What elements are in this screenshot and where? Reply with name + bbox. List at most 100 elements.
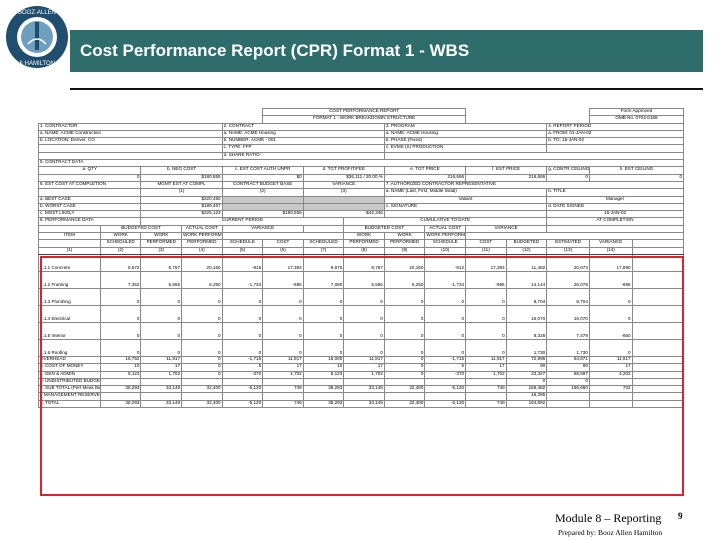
row-value: 38,293 bbox=[99, 399, 142, 409]
hdr-work: WORK bbox=[99, 232, 142, 241]
contract-name: a. NAME: ACME Housing bbox=[221, 129, 385, 139]
period-to: b. TO: 15-JAN-02 bbox=[546, 137, 684, 146]
row-value: 0 bbox=[505, 377, 548, 387]
row-value bbox=[302, 392, 345, 401]
row-value bbox=[546, 399, 590, 409]
row-item-label: 1.1.2 Framing bbox=[38, 270, 101, 289]
row-value bbox=[181, 392, 223, 401]
row-value: 0 bbox=[181, 338, 223, 357]
row-value: -695 bbox=[465, 270, 507, 289]
row-value: 0 bbox=[221, 338, 264, 357]
row-item-label: 1.1.1 Concrete bbox=[38, 253, 101, 272]
col-num: (3) bbox=[140, 246, 183, 255]
row-value: 0 bbox=[588, 287, 633, 306]
row-value: 16,000 bbox=[302, 355, 345, 365]
omb-number: OMB No. 0704-0188 bbox=[588, 115, 684, 124]
row-value: 16,070 bbox=[546, 304, 590, 323]
most-likely-value: $225,123 bbox=[140, 210, 223, 219]
table-row: c. GEN & ADMIN 5,123 1,702 0 -370 1,702 5,123 1… bbox=[38, 370, 684, 379]
row-value: 33,149 bbox=[343, 385, 385, 394]
table-row: 1.1.2 Framing 7,352 5,555 6,250 -1,734 -695 7,… bbox=[38, 270, 684, 289]
contractor-label: 1. CONTRACTOR bbox=[38, 122, 223, 131]
col-num: (1) bbox=[140, 188, 223, 197]
hdr-schedule: SCHEDULE bbox=[424, 239, 467, 248]
row-value: 0 bbox=[140, 338, 183, 357]
row-value: 38,293 bbox=[99, 385, 142, 394]
date-signed-label: d. DATE SIGNED bbox=[546, 202, 684, 212]
report-title: COST PERFORMANCE REPORT bbox=[262, 108, 467, 117]
hdr-schedule: SCHEDULE bbox=[221, 239, 264, 248]
col-num: (7) bbox=[302, 246, 345, 255]
col-num: (11) bbox=[465, 246, 507, 255]
rep-title-label: b. TITLE bbox=[546, 188, 684, 197]
row-value: 0 bbox=[140, 321, 183, 340]
col-num: (2) bbox=[221, 188, 304, 197]
row-item-label: 1.1.6 Roofing bbox=[38, 338, 101, 357]
row-value: 32,400 bbox=[383, 385, 426, 394]
row-value: 18,395 bbox=[505, 392, 548, 401]
performance-rows: 1.1.1 Concrete 9,672 8,767 20,160 -815 17,393… bbox=[38, 253, 684, 409]
col-num: (12) bbox=[505, 246, 548, 255]
row-value: 0 bbox=[140, 304, 183, 323]
row-value: 8,704 bbox=[505, 287, 548, 306]
row-value: 5,555 bbox=[343, 270, 385, 289]
row-value: -695 bbox=[588, 270, 633, 289]
row-value: 33,149 bbox=[140, 385, 183, 394]
row-value: 26,078 bbox=[546, 270, 590, 289]
row-value: -850 bbox=[588, 321, 633, 340]
hdr-scheduled: SCHEDULED bbox=[99, 239, 142, 248]
table-row: 1.1.5 Interior 0 0 0 0 0 0 0 0 0 0 8,328 7,479 -850 bbox=[38, 321, 684, 340]
contract-label: 2. CONTRACT bbox=[221, 122, 385, 131]
footer-module: Module 8 – Reporting bbox=[555, 511, 662, 525]
best-case-label: a. BEST CASE bbox=[38, 195, 142, 204]
row-value: 1,702 bbox=[465, 370, 507, 379]
signature-label: c. SIGNATURE bbox=[383, 202, 548, 212]
worst-case-value: $189,467 bbox=[140, 202, 223, 212]
perf-section-label: 8. PERFORMANCE DATA bbox=[38, 217, 142, 226]
row-value: 38,293 bbox=[302, 385, 345, 394]
row-value: 11,917 bbox=[588, 355, 633, 365]
row-value bbox=[588, 392, 633, 401]
row-value: -1,715 bbox=[221, 355, 264, 365]
col-num: (14) bbox=[588, 246, 633, 255]
row-value: 0 bbox=[383, 338, 426, 357]
hdr-performed: PERFORMED bbox=[383, 239, 426, 248]
auth-rep-label: 7. AUTHORIZED CONTRACTOR REPRESENTATIVE bbox=[383, 180, 684, 190]
row-value: 5,123 bbox=[99, 370, 142, 379]
hdr-estimated: ESTIMATED bbox=[546, 239, 590, 248]
program-label: 3. PROGRAM bbox=[383, 122, 548, 131]
rep-name-value: Valiant bbox=[383, 195, 548, 204]
row-value: 1,702 bbox=[343, 370, 385, 379]
hdr-variance: VARIANCE bbox=[588, 239, 633, 248]
table-row: 1.1.3 Plumbing 0 0 0 0 0 0 0 0 0 0 8,704 8,704 0 bbox=[38, 287, 684, 306]
contract-budget-header: CONTRACT BUDGET BASE bbox=[221, 180, 304, 190]
row-value: -695 bbox=[262, 270, 304, 289]
row-value: 0 bbox=[424, 338, 467, 357]
row-value: 11,482 bbox=[505, 253, 548, 272]
row-value: 17 bbox=[140, 363, 183, 372]
row-item-label: OVERHEAD bbox=[38, 355, 101, 365]
row-value bbox=[221, 392, 264, 401]
hdr-work-performed: WORK PERFORMED bbox=[424, 232, 467, 241]
row-value: 0 bbox=[181, 370, 223, 379]
row-value: 0 bbox=[181, 287, 223, 306]
row-value: 8,328 bbox=[505, 321, 548, 340]
row-value: 5 bbox=[221, 363, 264, 372]
row-value: 0 bbox=[302, 304, 345, 323]
contract-data-value: 216,666 bbox=[383, 173, 467, 182]
col-num: (9) bbox=[383, 246, 426, 255]
est-cost-label: 6. EST COST AT COMPLETION bbox=[38, 180, 142, 190]
contract-data-value: $180,555 bbox=[140, 173, 223, 182]
row-value: 166,482 bbox=[505, 385, 548, 394]
most-likely-variance: -$42,345 bbox=[302, 210, 385, 219]
row-value: 184,892 bbox=[505, 399, 548, 409]
svg-text:BOOZ·ALLEN: BOOZ·ALLEN bbox=[18, 10, 56, 16]
row-value: 0 bbox=[262, 321, 304, 340]
row-value bbox=[99, 377, 142, 387]
row-item-label: d. UNDISTRIBUTED BUDGET bbox=[38, 377, 101, 387]
row-value: 20,160 bbox=[181, 253, 223, 272]
row-value: 33,149 bbox=[343, 399, 385, 409]
row-value: 0 bbox=[302, 321, 345, 340]
row-value: 0 bbox=[465, 287, 507, 306]
table-row: g. TOTAL 38,293 33,149 32,400 -5,120 749 38,29… bbox=[38, 399, 684, 409]
